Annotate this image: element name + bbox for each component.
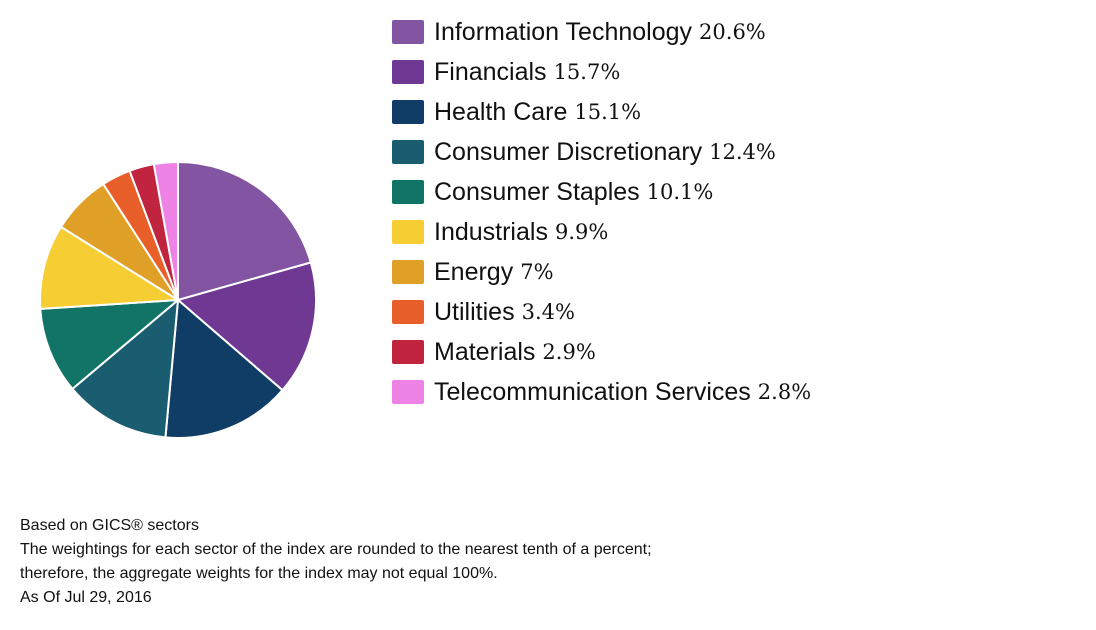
legend-swatch [392, 340, 424, 364]
legend-label: Financials [434, 57, 547, 86]
legend-value: 7% [520, 260, 554, 284]
legend-label: Materials [434, 337, 536, 366]
legend-item-consumer-staples: Consumer Staples 10.1% [392, 172, 811, 212]
legend-swatch [392, 140, 424, 164]
legend-swatch [392, 260, 424, 284]
legend-item-telecommunication-services: Telecommunication Services 2.8% [392, 372, 811, 412]
legend-item-consumer-discretionary: Consumer Discretionary 12.4% [392, 132, 811, 172]
legend-swatch [392, 60, 424, 84]
footnote-gics: Based on GICS® sectors [20, 517, 199, 534]
pie-slice-consumer-discretionary [71, 299, 179, 439]
legend-label: Energy [434, 257, 514, 286]
footnote-rounding-1: The weightings for each sector of the in… [20, 541, 652, 558]
pie-slice-telecommunication-services [152, 160, 179, 301]
legend-item-health-care: Health Care 15.1% [392, 92, 811, 132]
legend-value: 15.7% [553, 60, 621, 84]
legend-label: Utilities [434, 297, 515, 326]
legend-label: Consumer Discretionary [434, 137, 703, 166]
legend-value: 3.4% [521, 300, 575, 324]
legend-swatch [392, 380, 424, 404]
legend-swatch [392, 100, 424, 124]
legend-item-materials: Materials 2.9% [392, 332, 811, 372]
legend-swatch [392, 220, 424, 244]
legend-value: 15.1% [574, 100, 642, 124]
sector-pie-chart [39, 160, 317, 439]
legend-value: 2.8% [757, 380, 812, 404]
legend-label: Consumer Staples [434, 177, 640, 206]
legend-swatch [392, 180, 424, 204]
footnote-as-of-date: As Of Jul 29, 2016 [20, 589, 152, 606]
legend-value: 10.1% [646, 180, 714, 204]
legend-item-information-technology: Information Technology 20.6% [392, 12, 811, 52]
legend-value: 12.4% [709, 140, 776, 164]
legend-value: 9.9% [554, 220, 609, 244]
footnote-rounding-2: therefore, the aggregate weights for the… [20, 565, 498, 582]
footnotes: Based on GICS® sectors The weightings fo… [20, 514, 652, 610]
pie-slice-consumer-staples [39, 299, 179, 390]
legend-label: Information Technology [434, 17, 693, 46]
legend-label: Industrials [434, 217, 548, 246]
legend-value: 20.6% [699, 20, 766, 44]
pie-slice-information-technology [177, 161, 312, 301]
legend-item-energy: Energy 7% [392, 252, 811, 292]
legend-label: Health Care [434, 97, 568, 126]
legend-swatch [392, 20, 424, 44]
chart-legend: Information Technology 20.6% Financials 15.… [392, 12, 811, 412]
legend-item-utilities: Utilities 3.4% [392, 292, 811, 332]
pie-slice-financials [177, 261, 317, 392]
pie-slice-health-care [164, 299, 284, 439]
legend-value: 2.9% [542, 340, 596, 364]
legend-label: Telecommunication Services [434, 377, 751, 406]
legend-item-financials: Financials 15.7% [392, 52, 811, 92]
legend-item-industrials: Industrials 9.9% [392, 212, 811, 252]
pie-slice-industrials [39, 225, 179, 310]
legend-swatch [392, 300, 424, 324]
